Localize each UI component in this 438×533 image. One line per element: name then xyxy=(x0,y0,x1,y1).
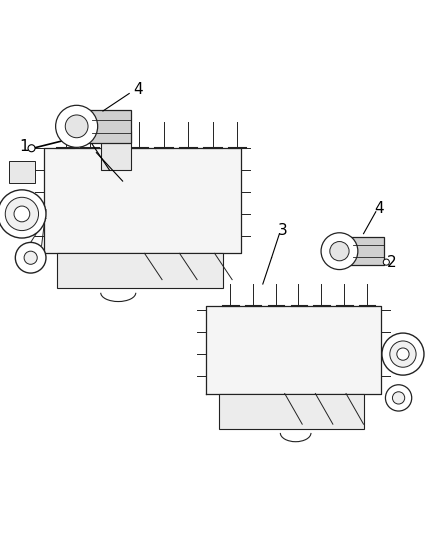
Text: 4: 4 xyxy=(374,201,384,216)
Circle shape xyxy=(24,251,37,264)
Text: 4: 4 xyxy=(133,82,143,96)
Circle shape xyxy=(65,115,88,138)
Circle shape xyxy=(321,233,358,270)
Bar xyxy=(57,253,223,288)
Circle shape xyxy=(383,259,389,265)
Bar xyxy=(219,393,364,429)
Circle shape xyxy=(382,333,424,375)
Circle shape xyxy=(385,385,412,411)
Bar xyxy=(336,237,384,265)
Text: 3: 3 xyxy=(278,223,287,238)
Circle shape xyxy=(14,206,30,222)
Circle shape xyxy=(0,190,46,238)
Circle shape xyxy=(390,341,416,367)
Circle shape xyxy=(15,243,46,273)
Circle shape xyxy=(5,197,39,231)
Bar xyxy=(101,131,131,170)
Circle shape xyxy=(397,348,409,360)
Text: 1: 1 xyxy=(19,139,29,154)
Circle shape xyxy=(28,145,35,152)
Bar xyxy=(9,161,35,183)
Polygon shape xyxy=(44,148,241,253)
Circle shape xyxy=(56,106,98,147)
Text: 2: 2 xyxy=(387,255,397,270)
Circle shape xyxy=(392,392,405,404)
Bar xyxy=(74,110,131,143)
Circle shape xyxy=(330,241,349,261)
Polygon shape xyxy=(206,306,381,393)
